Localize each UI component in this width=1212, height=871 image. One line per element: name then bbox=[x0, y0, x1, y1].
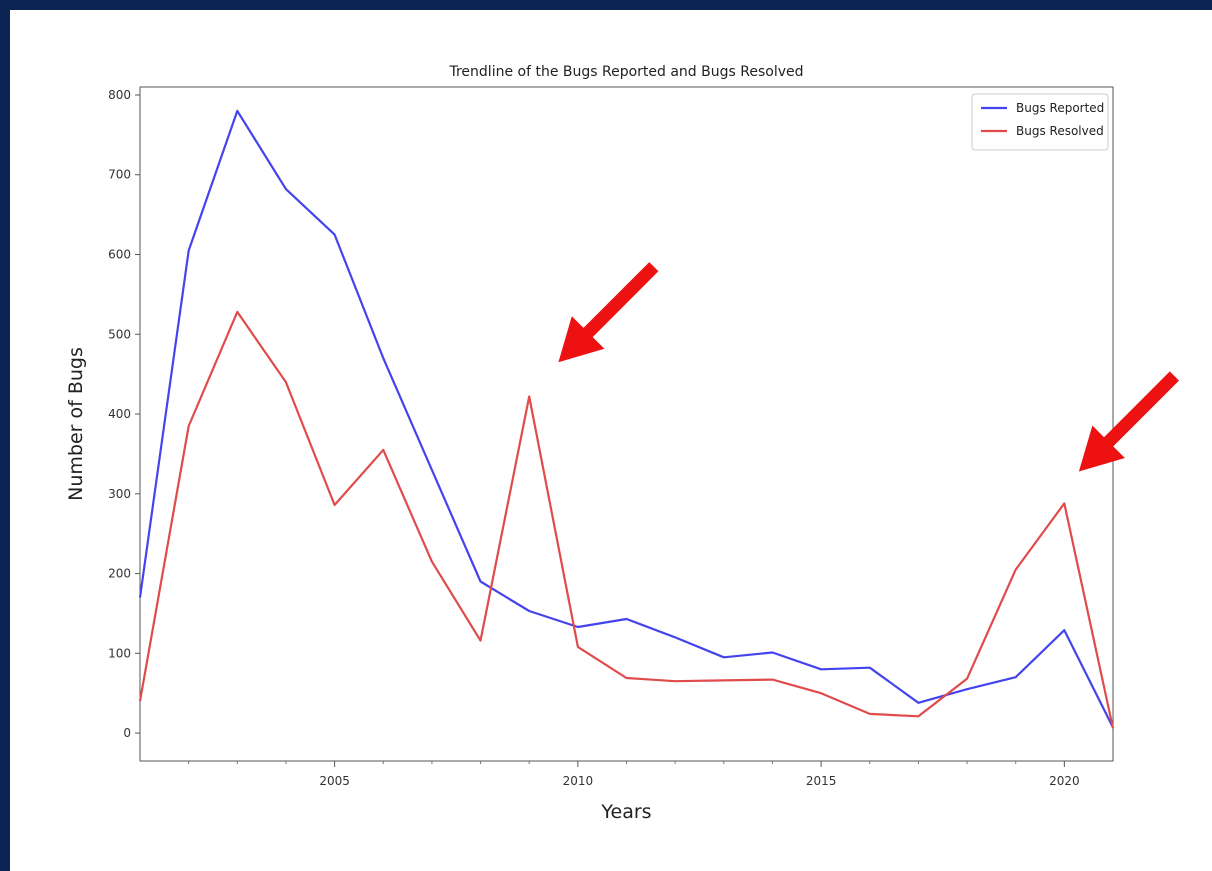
x-tick-label: 2015 bbox=[806, 774, 837, 788]
y-tick-label: 300 bbox=[108, 487, 131, 501]
annotation-layer bbox=[558, 262, 1179, 472]
legend-label-bugs-resolved: Bugs Resolved bbox=[1016, 124, 1104, 138]
legend: Bugs Reported Bugs Resolved bbox=[971, 93, 1109, 151]
series-layer bbox=[138, 109, 1115, 729]
y-tick-label: 800 bbox=[108, 88, 131, 102]
x-axis-label: Years bbox=[600, 801, 651, 823]
y-tick-label: 200 bbox=[108, 567, 131, 581]
annotation-arrow-2 bbox=[1078, 371, 1179, 472]
x-tick-label: 2005 bbox=[319, 774, 350, 788]
series-line-bugs-resolved bbox=[138, 310, 1115, 729]
y-axis: 0 100 200 300 400 500 600 700 800 bbox=[108, 88, 140, 740]
y-tick-label: 0 bbox=[123, 726, 131, 740]
line-chart: Trendline of the Bugs Reported and Bugs … bbox=[65, 64, 1179, 823]
y-axis-label: Number of Bugs bbox=[65, 347, 87, 501]
y-tick-label: 600 bbox=[108, 248, 131, 262]
x-tick-label: 2020 bbox=[1049, 774, 1080, 788]
legend-label-bugs-reported: Bugs Reported bbox=[1016, 101, 1104, 115]
y-tick-label: 100 bbox=[108, 646, 131, 660]
chart-panel: Trendline of the Bugs Reported and Bugs … bbox=[10, 10, 1212, 871]
chart-title: Trendline of the Bugs Reported and Bugs … bbox=[448, 64, 803, 80]
series-line-bugs-reported bbox=[138, 109, 1114, 728]
y-tick-label: 500 bbox=[108, 327, 131, 341]
y-tick-label: 700 bbox=[108, 168, 131, 182]
y-tick-label: 400 bbox=[108, 407, 131, 421]
annotation-arrow-1 bbox=[558, 262, 659, 363]
x-tick-label: 2010 bbox=[563, 774, 594, 788]
x-axis: 2005 2010 2015 2020 bbox=[188, 761, 1080, 788]
